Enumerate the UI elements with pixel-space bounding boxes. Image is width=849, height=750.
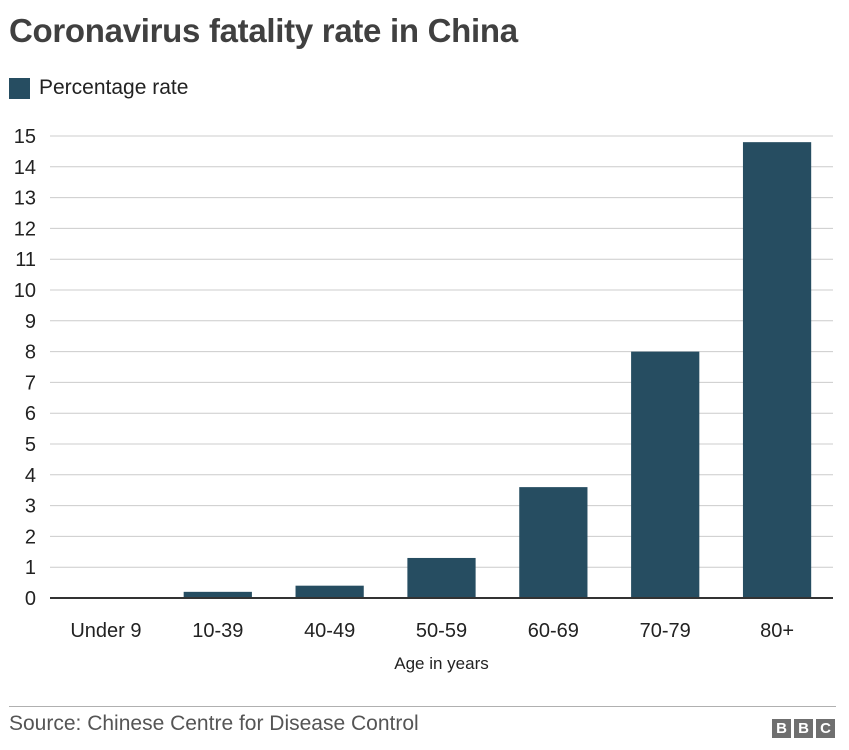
y-tick-label: 12 <box>14 218 36 240</box>
bbc-logo: B B C <box>772 719 835 738</box>
source-note: Source: Chinese Centre for Disease Contr… <box>9 712 419 735</box>
x-tick-label: 40-49 <box>304 620 355 642</box>
footer-divider <box>9 706 836 707</box>
x-tick-label: 10-39 <box>192 620 243 642</box>
y-tick-label: 13 <box>14 188 36 210</box>
x-tick-label: 60-69 <box>528 620 579 642</box>
bbc-logo-letter: B <box>772 719 791 738</box>
y-tick-label: 6 <box>25 403 36 425</box>
legend-label: Percentage rate <box>39 76 189 99</box>
y-tick-label: 14 <box>14 157 36 179</box>
x-tick-label: Under 9 <box>70 620 141 642</box>
bar <box>183 591 252 598</box>
y-tick-label: 11 <box>15 249 36 271</box>
bbc-logo-letter: B <box>794 719 813 738</box>
y-tick-label: 7 <box>25 372 36 394</box>
y-tick-label: 5 <box>25 434 36 456</box>
bar <box>407 557 476 598</box>
bar <box>295 585 364 598</box>
y-tick-label: 4 <box>25 465 36 487</box>
bar <box>519 487 588 598</box>
bars <box>183 142 812 598</box>
y-tick-label: 15 <box>14 126 36 148</box>
x-axis-tick-labels: Under 9 10-39 40-49 50-59 60-69 70-79 80+ <box>70 620 794 642</box>
legend: Percentage rate <box>9 76 188 100</box>
y-tick-label: 3 <box>25 496 36 518</box>
y-tick-label: 2 <box>25 526 36 548</box>
legend-swatch <box>9 77 30 99</box>
y-tick-label: 0 <box>25 588 36 610</box>
bar <box>631 351 700 598</box>
chart-title: Coronavirus fatality rate in China <box>9 12 518 49</box>
bbc-logo-letter: C <box>816 719 835 738</box>
y-tick-label: 10 <box>14 280 36 302</box>
bar <box>742 142 812 598</box>
gridlines <box>50 135 833 568</box>
y-tick-label: 8 <box>25 342 36 364</box>
x-tick-label: 80+ <box>760 620 794 642</box>
x-axis-title: Age in years <box>394 654 489 673</box>
x-tick-label: 70-79 <box>640 620 691 642</box>
y-tick-label: 9 <box>25 311 36 333</box>
y-tick-label: 1 <box>25 557 36 579</box>
x-tick-label: 50-59 <box>416 620 467 642</box>
